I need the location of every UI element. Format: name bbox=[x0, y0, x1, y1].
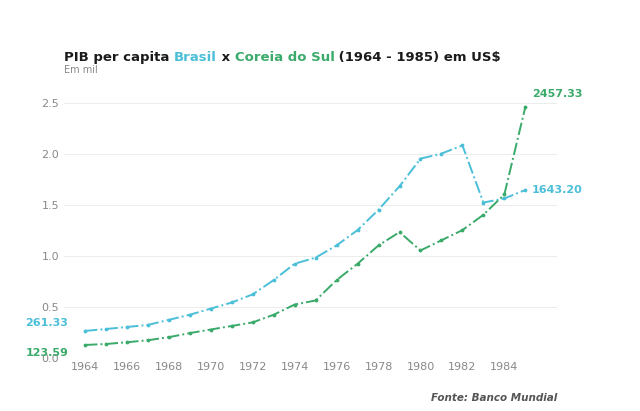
Text: 2457.33: 2457.33 bbox=[532, 89, 582, 99]
Text: Em mil: Em mil bbox=[64, 65, 98, 75]
Text: 123.59: 123.59 bbox=[26, 348, 68, 358]
Text: 1643.20: 1643.20 bbox=[532, 185, 582, 195]
Text: Coreia do Sul: Coreia do Sul bbox=[235, 51, 335, 64]
Text: Brasil: Brasil bbox=[174, 51, 217, 64]
Text: 261.33: 261.33 bbox=[26, 318, 68, 328]
Text: PIB per capita: PIB per capita bbox=[64, 51, 174, 64]
Text: x: x bbox=[217, 51, 235, 64]
Text: Fonte: Banco Mundial: Fonte: Banco Mundial bbox=[431, 393, 557, 403]
Text: (1964 - 1985) em US$: (1964 - 1985) em US$ bbox=[335, 51, 501, 64]
